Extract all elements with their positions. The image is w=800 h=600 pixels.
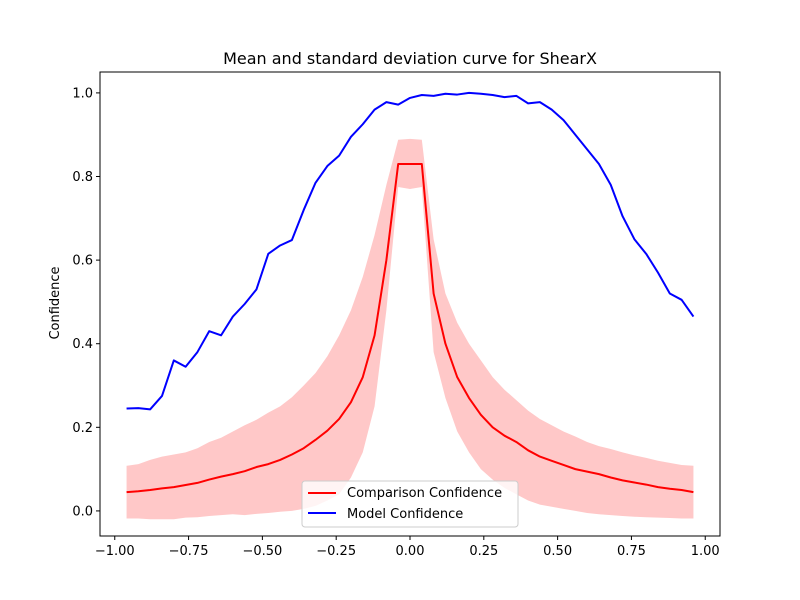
chart-title: Mean and standard deviation curve for Sh… [223,49,597,68]
series-line-model [126,91,695,411]
x-tick-label: −0.75 [169,544,209,559]
y-tick-label: 0.2 [72,421,93,436]
y-axis-label: Confidence [48,266,63,339]
x-tick-label: −0.25 [316,544,356,559]
legend-box [301,480,519,528]
std-band-comparison [126,138,694,520]
legend-label-comparison: Comparison Confidence [347,486,502,501]
y-axis: 0.0 0.2 0.4 0.6 0.8 1.0 [72,86,100,519]
x-tick-label: 0.00 [396,544,425,559]
x-tick-label: 1.00 [691,544,720,559]
line-layer [126,91,695,494]
y-tick-label: 0.4 [72,337,93,352]
x-tick-label: 0.25 [469,544,498,559]
y-tick-label: 1.0 [72,86,93,101]
y-tick-label: 0.0 [72,504,93,519]
x-tick-label: −0.50 [242,544,282,559]
series-line-comparison [126,162,694,494]
x-tick-label: 0.50 [543,544,572,559]
x-tick-label: −1.00 [95,544,135,559]
band-layer [126,138,694,520]
y-tick-label: 0.8 [72,170,93,185]
legend-label-model: Model Confidence [347,507,463,522]
x-tick-label: 0.75 [617,544,646,559]
y-tick-label: 0.6 [72,254,93,269]
x-axis: −1.00 −0.75 −0.50 −0.25 0.00 0.25 0.50 0.75 1.00 [95,536,720,559]
legend: Comparison Confidence Model Confidence [301,480,519,528]
plot-area [126,91,695,520]
